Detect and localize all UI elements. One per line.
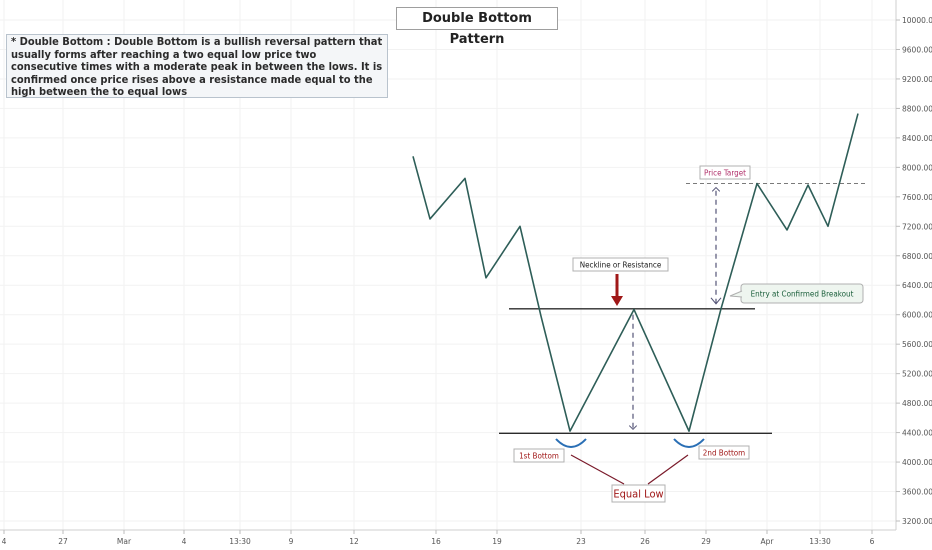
y-tick-label: 6000.00 [902, 311, 932, 320]
x-axis-ticks: 4 27 Mar 4 13:30 9 12 16 19 23 26 29 Apr 13:30 6 [2, 530, 875, 546]
y-tick-label: 3200.00 [902, 517, 932, 526]
equal-low-connector-left [570, 454, 625, 485]
level-lines [499, 183, 868, 435]
price-target-annotation-box [699, 165, 751, 180]
price-line [412, 113, 859, 432]
bottom-markers [555, 438, 705, 485]
y-axis-ticks: 10000.00 9600.00 9200.00 8800.00 8400.00 8000… [896, 16, 932, 526]
x-tick-label: 16 [431, 537, 441, 546]
annotations: Neckline or Resistance Price Target Entry … [513, 165, 864, 503]
y-tick-label: 8400.00 [902, 134, 932, 143]
x-tick-label: Mar [117, 537, 132, 546]
equal-low-annotation-label: Equal Low [613, 487, 663, 500]
second-bottom-annotation-label: 2nd Bottom [703, 448, 745, 457]
y-tick-label: 7200.00 [902, 222, 932, 231]
x-tick-label: 9 [289, 537, 294, 546]
neckline-annotation-box [572, 257, 669, 272]
entry-pointer [729, 290, 743, 298]
description-box: * Double Bottom : Double Bottom is a bul… [6, 34, 388, 98]
entry-annotation-label: Entry at Confirmed Breakout [751, 289, 854, 298]
y-tick-label: 6800.00 [902, 252, 932, 261]
y-tick-label: 9600.00 [902, 45, 932, 54]
second-bottom-annotation-box [698, 445, 750, 460]
x-tick-label: 26 [640, 537, 650, 546]
measure-arrows [633, 188, 722, 430]
y-tick-label: 5200.00 [902, 370, 932, 379]
first-bottom-annotation-label: 1st Bottom [519, 451, 559, 460]
y-tick-label: 3600.00 [902, 488, 932, 497]
y-tick-label: 4000.00 [902, 458, 932, 467]
y-tick-label: 7600.00 [902, 193, 932, 202]
y-tick-label: 4400.00 [902, 429, 932, 438]
y-tick-label: 8000.00 [902, 163, 932, 172]
equal-low-annotation-box [611, 484, 666, 503]
y-tick-label: 4800.00 [902, 399, 932, 408]
x-tick-label: Apr [761, 537, 775, 546]
x-tick-label: 4 [182, 537, 187, 546]
second-bottom-arc [673, 438, 705, 448]
first-bottom-arc [555, 438, 587, 448]
equal-low-connector-right [647, 454, 689, 485]
x-tick-label: 12 [349, 537, 359, 546]
x-tick-label: 13:30 [229, 537, 251, 546]
x-tick-label: 23 [576, 537, 586, 546]
x-tick-label: 19 [492, 537, 502, 546]
x-tick-label: 27 [58, 537, 68, 546]
chart-title: Double Bottom Pattern [396, 7, 558, 47]
x-tick-label: 4 [2, 537, 7, 546]
neckline-annotation-label: Neckline or Resistance [580, 260, 662, 269]
y-tick-label: 9200.00 [902, 75, 932, 84]
y-tick-label: 6400.00 [902, 281, 932, 290]
x-tick-label: 13:30 [809, 537, 831, 546]
x-tick-label: 29 [701, 537, 711, 546]
x-tick-label: 6 [870, 537, 875, 546]
y-tick-label: 5600.00 [902, 340, 932, 349]
price-series [412, 113, 859, 432]
first-bottom-annotation-box [513, 448, 565, 463]
projection-start-tick [710, 297, 722, 305]
y-tick-label: 10000.00 [902, 16, 932, 25]
price-target-annotation-label: Price Target [704, 168, 746, 177]
neckline-pointer-head [611, 296, 623, 306]
y-tick-label: 8800.00 [902, 104, 932, 113]
grid-lines [0, 0, 896, 530]
